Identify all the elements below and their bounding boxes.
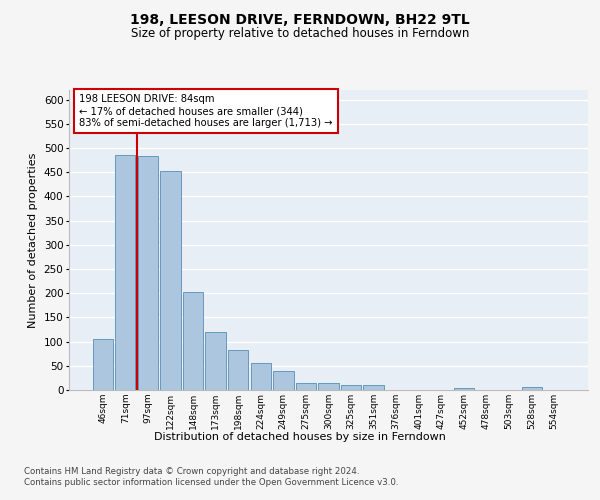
Bar bbox=[183, 292, 203, 390]
Text: Distribution of detached houses by size in Ferndown: Distribution of detached houses by size … bbox=[154, 432, 446, 442]
Bar bbox=[160, 171, 181, 390]
Text: 198 LEESON DRIVE: 84sqm
← 17% of detached houses are smaller (344)
83% of semi-d: 198 LEESON DRIVE: 84sqm ← 17% of detache… bbox=[79, 94, 333, 128]
Bar bbox=[251, 363, 271, 390]
Bar bbox=[92, 339, 113, 390]
Bar bbox=[138, 156, 158, 390]
Bar bbox=[228, 350, 248, 390]
Bar bbox=[454, 388, 474, 390]
Bar bbox=[296, 382, 316, 390]
Bar bbox=[364, 385, 384, 390]
Bar bbox=[205, 332, 226, 390]
Bar bbox=[521, 387, 542, 390]
Bar bbox=[341, 385, 361, 390]
Text: Size of property relative to detached houses in Ferndown: Size of property relative to detached ho… bbox=[131, 28, 469, 40]
Text: Contains HM Land Registry data © Crown copyright and database right 2024.
Contai: Contains HM Land Registry data © Crown c… bbox=[24, 468, 398, 487]
Bar bbox=[115, 156, 136, 390]
Bar bbox=[319, 382, 338, 390]
Bar bbox=[273, 370, 293, 390]
Y-axis label: Number of detached properties: Number of detached properties bbox=[28, 152, 38, 328]
Text: 198, LEESON DRIVE, FERNDOWN, BH22 9TL: 198, LEESON DRIVE, FERNDOWN, BH22 9TL bbox=[130, 12, 470, 26]
